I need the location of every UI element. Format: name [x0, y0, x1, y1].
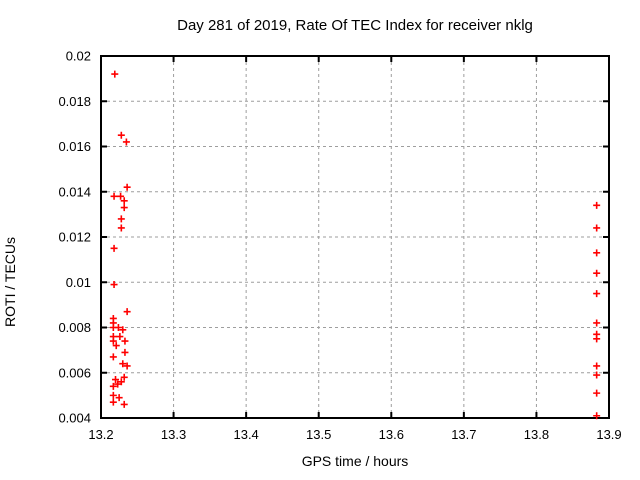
data-point: [122, 138, 130, 146]
data-point: [593, 412, 601, 420]
y-tick-label: 0.008: [58, 320, 91, 335]
data-point: [119, 326, 127, 334]
data-point: [120, 204, 128, 212]
data-point: [120, 373, 128, 381]
x-tick-label: 13.5: [306, 427, 331, 442]
data-point: [109, 382, 117, 390]
data-point: [110, 244, 118, 252]
data-point: [117, 215, 125, 223]
data-point: [121, 337, 129, 345]
y-tick-label: 0.018: [58, 94, 91, 109]
x-tick-label: 13.8: [524, 427, 549, 442]
data-point: [114, 324, 122, 331]
data-point: [593, 389, 601, 397]
y-tick-label: 0.006: [58, 365, 91, 380]
data-point: [111, 70, 119, 78]
data-point: [123, 362, 131, 370]
data-point: [110, 192, 118, 200]
x-tick-label: 13.6: [379, 427, 404, 442]
data-point: [593, 290, 601, 298]
y-tick-label: 0.016: [58, 139, 91, 154]
data-point: [110, 281, 118, 289]
data-point: [120, 400, 128, 408]
y-tick-label: 0.004: [58, 411, 91, 426]
y-tick-label: 0.014: [58, 184, 91, 199]
x-tick-label: 13.7: [451, 427, 476, 442]
data-point: [112, 376, 120, 384]
data-point: [593, 224, 601, 232]
x-tick-label: 13.4: [233, 427, 258, 442]
data-point: [120, 197, 128, 205]
data-point: [109, 398, 117, 406]
data-point: [593, 319, 601, 327]
y-tick-label: 0.02: [66, 49, 91, 64]
data-point: [109, 391, 117, 399]
data-point: [109, 337, 117, 345]
data-point: [112, 342, 120, 350]
y-tick-label: 0.01: [66, 275, 91, 290]
chart-title: Day 281 of 2019, Rate Of TEC Index for r…: [177, 17, 533, 34]
x-tick-label: 13.2: [88, 427, 113, 442]
data-point: [593, 371, 601, 379]
data-point: [593, 335, 601, 343]
data-point: [593, 201, 601, 209]
data-point: [117, 131, 125, 139]
x-axis-label: GPS time / hours: [301, 453, 409, 469]
data-point: [109, 353, 117, 361]
data-point: [116, 333, 124, 341]
data-point: [117, 192, 125, 200]
data-point: [593, 362, 601, 370]
data-point: [123, 183, 131, 191]
data-point: [117, 378, 125, 386]
y-tick-label: 0.012: [58, 230, 91, 245]
data-point: [593, 269, 601, 277]
data-point: [115, 394, 123, 402]
x-tick-label: 13.9: [596, 427, 621, 442]
data-point: [117, 224, 125, 232]
data-point: [593, 249, 601, 257]
data-point: [114, 380, 122, 388]
x-tick-label: 13.3: [161, 427, 186, 442]
data-point: [123, 308, 131, 316]
data-point: [121, 348, 129, 356]
data-point: [119, 360, 127, 368]
